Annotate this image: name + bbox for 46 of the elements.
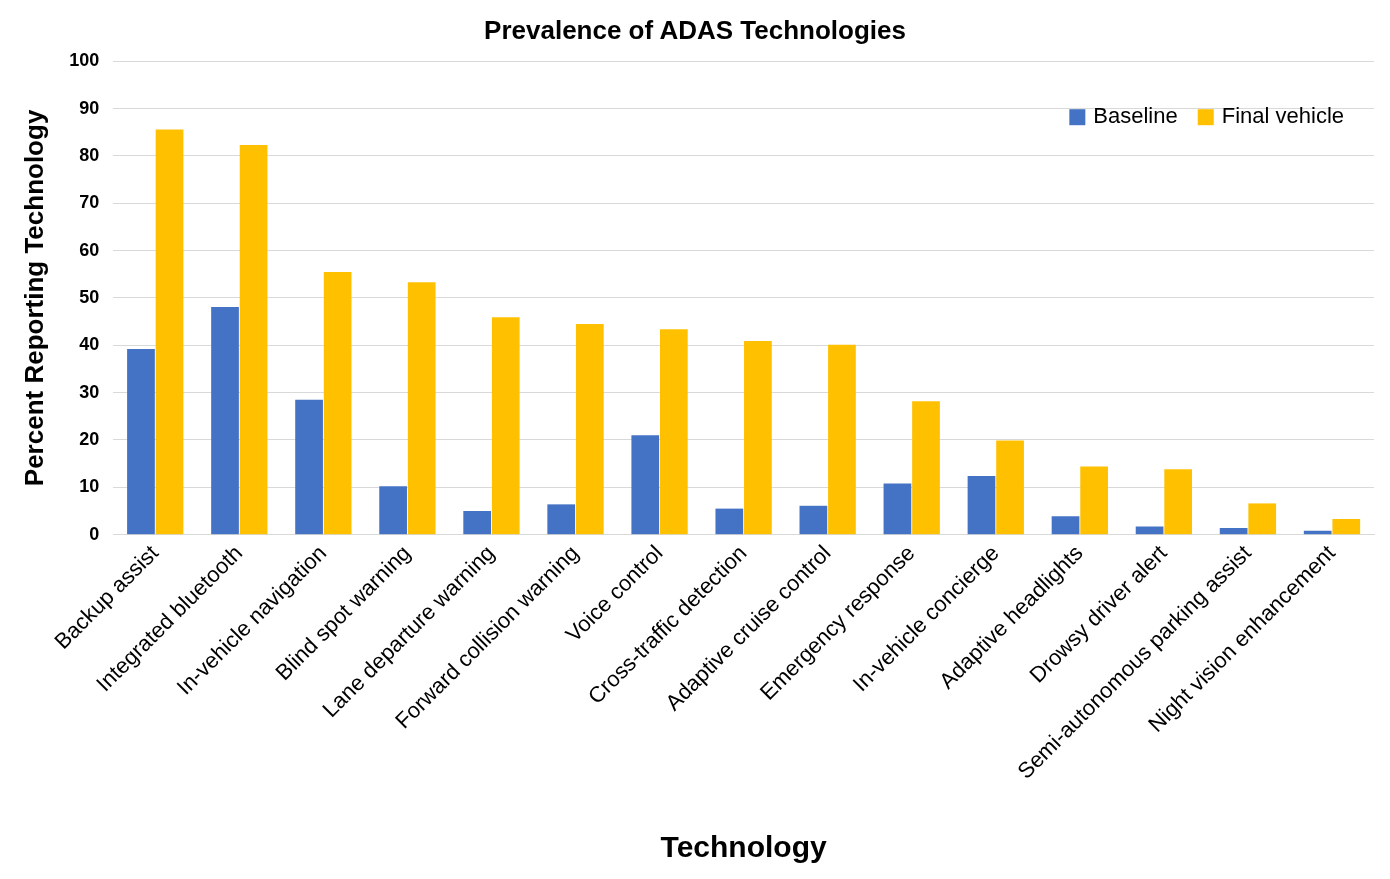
y-tick-label: 80	[79, 144, 100, 165]
x-axis-title: Technology	[660, 830, 827, 864]
bar	[967, 475, 996, 535]
bar	[828, 344, 856, 535]
bar	[1080, 466, 1108, 535]
y-tick-label: 70	[79, 192, 100, 213]
bar	[715, 508, 744, 535]
bar	[1219, 528, 1248, 535]
y-tick-label: 40	[79, 334, 100, 355]
bar	[1332, 519, 1361, 535]
bar	[463, 510, 492, 535]
y-tick-label: 30	[79, 381, 100, 402]
bar	[491, 317, 520, 535]
bar	[1051, 516, 1080, 535]
chart-title: Prevalence of ADAS Technologies	[484, 14, 906, 45]
bar	[744, 341, 772, 535]
y-tick-label: 10	[79, 476, 100, 497]
bar	[295, 399, 323, 535]
bar	[1248, 503, 1277, 535]
bar	[407, 282, 436, 535]
bar	[155, 129, 184, 535]
bar	[883, 483, 912, 535]
y-tick-label: 20	[79, 428, 100, 449]
bar	[799, 505, 828, 535]
bar	[659, 329, 688, 535]
y-axis-title: Percent Reporting Technology	[18, 109, 49, 487]
bar	[127, 349, 155, 535]
legend-label: Final vehicle	[1221, 103, 1344, 129]
bar	[239, 145, 268, 535]
bar	[912, 401, 940, 535]
legend-label: Baseline	[1093, 103, 1178, 129]
bar	[1135, 526, 1164, 535]
y-tick-label: 90	[79, 97, 100, 118]
bar	[575, 323, 604, 535]
bar	[211, 306, 239, 535]
y-tick-label: 50	[79, 286, 100, 307]
y-tick-label: 60	[79, 239, 100, 260]
bar	[1164, 469, 1193, 535]
bar	[996, 440, 1024, 535]
bar	[1303, 530, 1332, 535]
bar	[631, 435, 660, 535]
y-tick-label: 100	[69, 50, 100, 71]
y-tick-label: 0	[89, 523, 100, 544]
bar	[379, 486, 407, 535]
bar	[547, 504, 576, 535]
bar	[323, 271, 352, 535]
